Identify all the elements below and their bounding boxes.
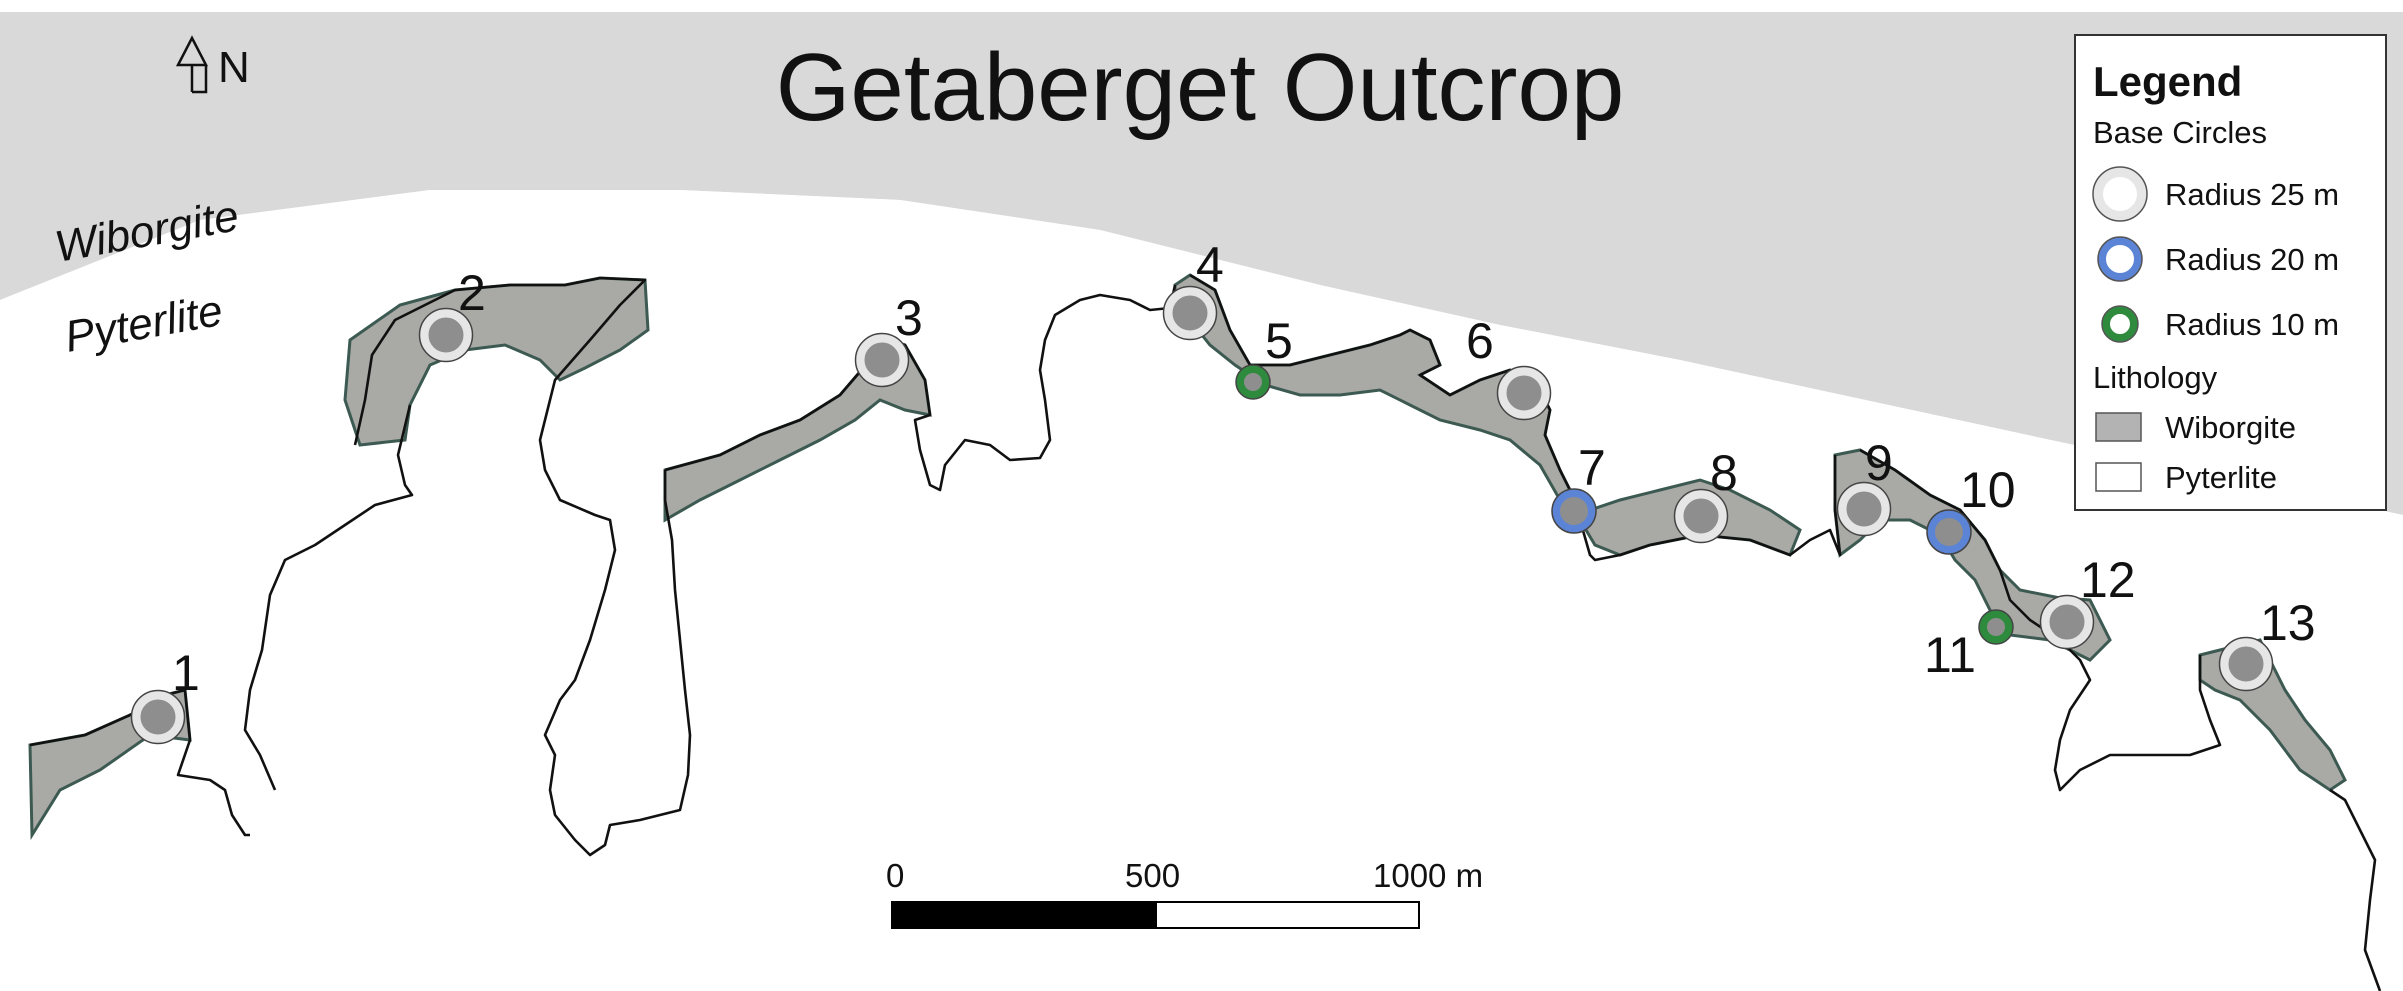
legend-item-radius-10: Radius 10 m (2165, 307, 2339, 342)
site-11-circle-icon (1979, 610, 2013, 644)
legend-item-wiborgite: Wiborgite (2165, 410, 2296, 445)
legend-swatch-wiborgite (2095, 412, 2142, 442)
site-marker-11: 11 (1924, 609, 2014, 683)
boundary-west (29, 688, 250, 837)
legend-item-radius-25: Radius 25 m (2165, 177, 2339, 212)
site-11-label: 11 (1924, 627, 1976, 683)
site-marker-4: 4 (1162, 237, 1224, 341)
legend: Legend Base Circles Radius 25 m Radius 2… (2074, 34, 2387, 511)
site-5-circle-icon (1236, 365, 1270, 399)
site-10-circle-outline (1926, 509, 1972, 555)
scale-label-500: 500 (1125, 857, 1180, 894)
site-5-circle-outline (1235, 364, 1271, 400)
site-marker-3: 3 (854, 290, 923, 388)
outcrops (28, 273, 2347, 841)
scale-bar-segment-black (891, 901, 1157, 929)
site-4-circle-outline (1162, 285, 1218, 341)
site-marker-10: 10 (1926, 462, 2016, 555)
site-2-label: 2 (458, 265, 486, 321)
site-12-circle-outline (2039, 594, 2095, 650)
legend-item-pyterlite: Pyterlite (2165, 460, 2277, 495)
site-marker-13: 13 (2218, 595, 2316, 692)
site-10-circle-icon (1927, 510, 1971, 554)
scale-bar: 0 500 1000 m (886, 857, 1483, 929)
pyterlite-area (0, 190, 2403, 991)
site-9-label: 9 (1865, 435, 1893, 491)
site-7-circle-outline (1551, 488, 1597, 534)
legend-swatch-pyterlite (2095, 462, 2142, 492)
boundary-main (1189, 273, 1842, 562)
site-3-circle-outline (854, 332, 910, 388)
site-3-label: 3 (895, 290, 923, 346)
site-2-circle-outline (418, 307, 474, 363)
legend-circle-20-icon (2098, 237, 2142, 281)
site-13-circle-outline (2218, 636, 2274, 692)
site-marker-2: 2 (418, 265, 486, 363)
site-1-label: 1 (172, 645, 200, 701)
site-6-circle-icon (1497, 366, 1551, 420)
site-marker-7: 7 (1551, 440, 1606, 534)
legend-title: Legend (2093, 58, 2242, 105)
north-arrow: N (175, 35, 250, 94)
map-title: Getaberget Outcrop (776, 34, 1624, 141)
site-marker-5: 5 (1235, 313, 1293, 400)
site-13-circle-icon (2219, 637, 2273, 691)
boundary-far-east (2329, 788, 2382, 991)
site-marker-8: 8 (1673, 445, 1738, 544)
site-4-circle-icon (1163, 286, 1217, 340)
legend-circle-20-outline (2097, 236, 2143, 282)
scale-label-0: 0 (886, 857, 904, 894)
site-9-circle-outline (1836, 481, 1892, 537)
legend-circle-25-icon (2093, 167, 2147, 221)
site-9-circle-icon (1837, 482, 1891, 536)
north-arrow-icon (175, 35, 209, 94)
site-10-label: 10 (1960, 462, 2016, 518)
site-4-label: 4 (1196, 237, 1224, 293)
north-arrow-label: N (218, 43, 250, 92)
site-2-circle-icon (419, 308, 473, 362)
site-1-circle-outline (130, 689, 186, 745)
site-13-label: 13 (2260, 595, 2316, 651)
site-marker-6: 6 (1466, 313, 1552, 421)
legend-lithology-heading: Lithology (2093, 360, 2218, 395)
site-12-label: 12 (2080, 552, 2136, 608)
legend-circle-10-outline (2101, 305, 2139, 343)
legend-base-circles-heading: Base Circles (2093, 115, 2267, 150)
boundary-2 (353, 276, 692, 857)
site-marker-12: 12 (2039, 552, 2136, 650)
site-7-circle-icon (1552, 489, 1596, 533)
site-1-circle-icon (131, 690, 185, 744)
legend-item-radius-20: Radius 20 m (2165, 242, 2339, 277)
site-marker-9: 9 (1836, 435, 1893, 537)
site-11-circle-outline (1978, 609, 2014, 645)
site-8-circle-icon (1674, 489, 1728, 543)
site-7-label: 7 (1578, 440, 1606, 496)
boundary-east (1859, 448, 2222, 792)
wiborgite-area (0, 12, 2403, 515)
site-12-circle-icon (2040, 595, 2094, 649)
site-marker-1: 1 (130, 645, 200, 745)
scale-label-1000: 1000 m (1373, 857, 1483, 894)
scale-bar-segment-white (1155, 901, 1420, 929)
boundary-inner-2 (243, 404, 414, 791)
legend-circle-10-icon (2102, 306, 2138, 342)
site-6-circle-outline (1496, 365, 1552, 421)
site-8-label: 8 (1710, 445, 1738, 501)
site-6-label: 6 (1466, 313, 1494, 369)
site-5-label: 5 (1265, 313, 1293, 369)
site-8-circle-outline (1673, 488, 1729, 544)
legend-circle-25-outline (2092, 166, 2148, 222)
site-3-circle-icon (855, 333, 909, 387)
